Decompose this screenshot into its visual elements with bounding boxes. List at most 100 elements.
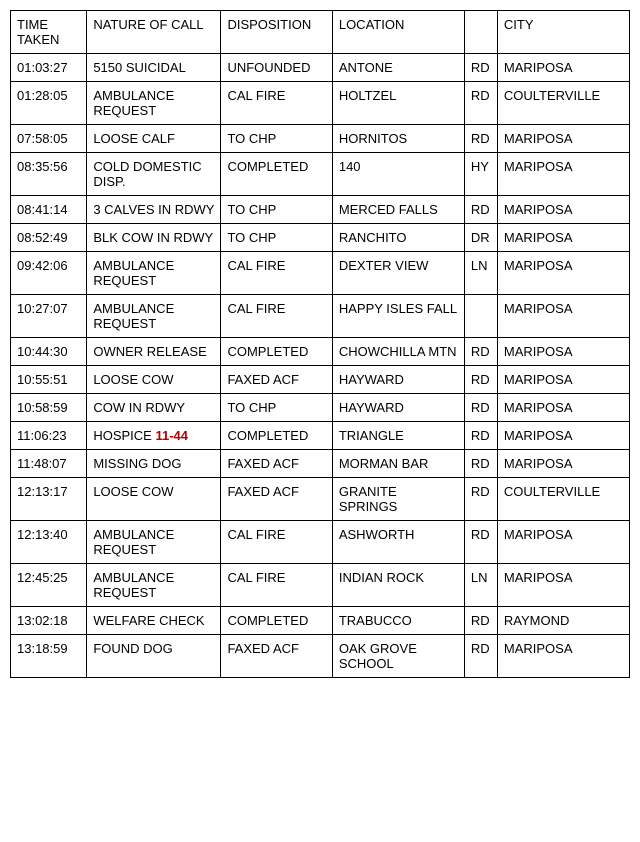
cell-time: 12:13:17 <box>11 478 87 521</box>
cell-location: MERCED FALLS <box>332 196 464 224</box>
header-disposition: DISPOSITION <box>221 11 332 54</box>
cell-city: COULTERVILLE <box>497 478 629 521</box>
cell-suffix <box>464 295 497 338</box>
cell-city: RAYMOND <box>497 607 629 635</box>
cell-suffix: RD <box>464 54 497 82</box>
cell-nature: AMBULANCE REQUEST <box>87 295 221 338</box>
cell-time: 01:28:05 <box>11 82 87 125</box>
cell-disposition: TO CHP <box>221 196 332 224</box>
cell-location: ANTONE <box>332 54 464 82</box>
cell-time: 12:13:40 <box>11 521 87 564</box>
cell-location: MORMAN BAR <box>332 450 464 478</box>
cell-time: 07:58:05 <box>11 125 87 153</box>
cell-city: MARIPOSA <box>497 153 629 196</box>
cell-city: MARIPOSA <box>497 366 629 394</box>
cell-disposition: TO CHP <box>221 394 332 422</box>
cell-suffix: RD <box>464 521 497 564</box>
cell-suffix: HY <box>464 153 497 196</box>
cell-suffix: LN <box>464 252 497 295</box>
cell-nature: MISSING DOG <box>87 450 221 478</box>
cell-city: MARIPOSA <box>497 422 629 450</box>
table-row: 08:41:143 CALVES IN RDWYTO CHPMERCED FAL… <box>11 196 630 224</box>
cell-location: HOLTZEL <box>332 82 464 125</box>
table-row: 11:06:23HOSPICE 11-44COMPLETEDTRIANGLERD… <box>11 422 630 450</box>
cell-location: HAYWARD <box>332 394 464 422</box>
cell-city: MARIPOSA <box>497 196 629 224</box>
cell-disposition: UNFOUNDED <box>221 54 332 82</box>
call-log-table: TIME TAKEN NATURE OF CALL DISPOSITION LO… <box>10 10 630 678</box>
cell-suffix: RD <box>464 338 497 366</box>
cell-city: MARIPOSA <box>497 295 629 338</box>
cell-disposition: FAXED ACF <box>221 366 332 394</box>
cell-disposition: CAL FIRE <box>221 564 332 607</box>
table-header: TIME TAKEN NATURE OF CALL DISPOSITION LO… <box>11 11 630 54</box>
cell-disposition: FAXED ACF <box>221 635 332 678</box>
cell-location: TRABUCCO <box>332 607 464 635</box>
cell-suffix: RD <box>464 125 497 153</box>
cell-nature: COW IN RDWY <box>87 394 221 422</box>
cell-nature: COLD DOMESTIC DISP. <box>87 153 221 196</box>
cell-time: 08:35:56 <box>11 153 87 196</box>
cell-suffix: RD <box>464 394 497 422</box>
cell-nature: LOOSE COW <box>87 478 221 521</box>
cell-disposition: CAL FIRE <box>221 521 332 564</box>
cell-nature: HOSPICE 11-44 <box>87 422 221 450</box>
cell-suffix: RD <box>464 196 497 224</box>
cell-nature: LOOSE CALF <box>87 125 221 153</box>
cell-location: HAYWARD <box>332 366 464 394</box>
nature-text: HOSPICE <box>93 428 155 443</box>
cell-location: GRANITE SPRINGS <box>332 478 464 521</box>
table-body: 01:03:275150 SUICIDALUNFOUNDEDANTONERDMA… <box>11 54 630 678</box>
cell-city: COULTERVILLE <box>497 82 629 125</box>
cell-location: OAK GROVE SCHOOL <box>332 635 464 678</box>
cell-location: HAPPY ISLES FALL <box>332 295 464 338</box>
cell-time: 08:41:14 <box>11 196 87 224</box>
cell-location: 140 <box>332 153 464 196</box>
cell-location: INDIAN ROCK <box>332 564 464 607</box>
cell-city: MARIPOSA <box>497 450 629 478</box>
table-row: 08:35:56COLD DOMESTIC DISP.COMPLETED140H… <box>11 153 630 196</box>
cell-time: 13:18:59 <box>11 635 87 678</box>
cell-suffix: RD <box>464 635 497 678</box>
table-row: 13:18:59FOUND DOGFAXED ACFOAK GROVE SCHO… <box>11 635 630 678</box>
cell-city: MARIPOSA <box>497 125 629 153</box>
cell-time: 01:03:27 <box>11 54 87 82</box>
cell-location: ASHWORTH <box>332 521 464 564</box>
cell-disposition: TO CHP <box>221 125 332 153</box>
cell-suffix: LN <box>464 564 497 607</box>
table-row: 01:28:05AMBULANCE REQUESTCAL FIREHOLTZEL… <box>11 82 630 125</box>
cell-nature: LOOSE COW <box>87 366 221 394</box>
cell-time: 09:42:06 <box>11 252 87 295</box>
cell-disposition: CAL FIRE <box>221 82 332 125</box>
cell-city: MARIPOSA <box>497 252 629 295</box>
cell-time: 10:55:51 <box>11 366 87 394</box>
cell-suffix: RD <box>464 422 497 450</box>
cell-city: MARIPOSA <box>497 521 629 564</box>
header-city: CITY <box>497 11 629 54</box>
table-row: 13:02:18WELFARE CHECKCOMPLETEDTRABUCCORD… <box>11 607 630 635</box>
header-location: LOCATION <box>332 11 464 54</box>
cell-city: MARIPOSA <box>497 54 629 82</box>
cell-city: MARIPOSA <box>497 224 629 252</box>
cell-city: MARIPOSA <box>497 338 629 366</box>
cell-nature: AMBULANCE REQUEST <box>87 82 221 125</box>
cell-city: MARIPOSA <box>497 564 629 607</box>
cell-disposition: CAL FIRE <box>221 252 332 295</box>
cell-nature: BLK COW IN RDWY <box>87 224 221 252</box>
table-row: 12:13:40AMBULANCE REQUESTCAL FIREASHWORT… <box>11 521 630 564</box>
table-row: 12:45:25AMBULANCE REQUESTCAL FIREINDIAN … <box>11 564 630 607</box>
table-row: 09:42:06AMBULANCE REQUESTCAL FIREDEXTER … <box>11 252 630 295</box>
cell-suffix: RD <box>464 607 497 635</box>
cell-city: MARIPOSA <box>497 394 629 422</box>
table-row: 10:27:07AMBULANCE REQUESTCAL FIREHAPPY I… <box>11 295 630 338</box>
cell-disposition: FAXED ACF <box>221 478 332 521</box>
cell-suffix: RD <box>464 82 497 125</box>
table-row: 01:03:275150 SUICIDALUNFOUNDEDANTONERDMA… <box>11 54 630 82</box>
cell-time: 10:27:07 <box>11 295 87 338</box>
cell-time: 11:06:23 <box>11 422 87 450</box>
table-row: 11:48:07MISSING DOGFAXED ACFMORMAN BARRD… <box>11 450 630 478</box>
cell-disposition: COMPLETED <box>221 422 332 450</box>
table-row: 12:13:17LOOSE COWFAXED ACFGRANITE SPRING… <box>11 478 630 521</box>
cell-time: 10:44:30 <box>11 338 87 366</box>
cell-nature: AMBULANCE REQUEST <box>87 521 221 564</box>
